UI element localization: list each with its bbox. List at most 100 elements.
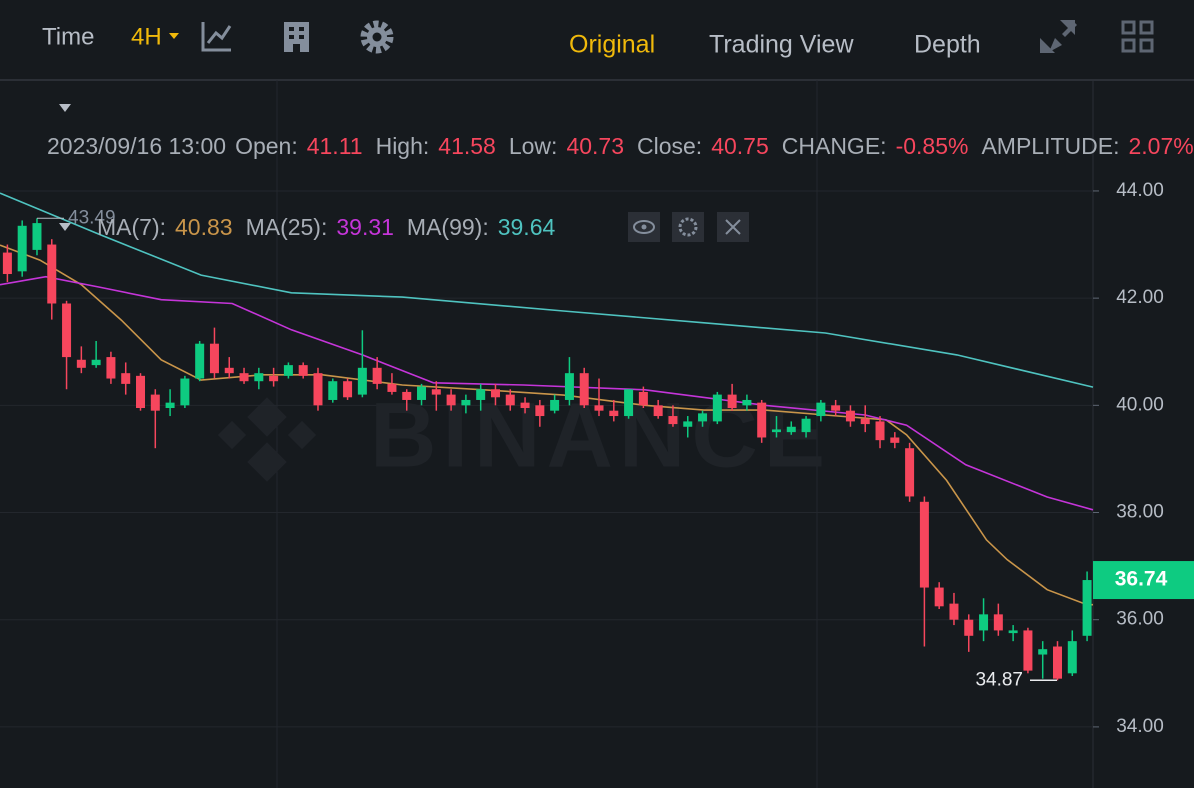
candle-body	[1038, 649, 1048, 655]
field-label: Open:	[235, 133, 298, 159]
high-marker-label: 43.49	[68, 207, 116, 228]
view-tab[interactable]: Trading View	[709, 31, 854, 59]
field-label: AMPLITUDE:	[981, 133, 1120, 159]
field-value: 2.07%	[1128, 133, 1194, 159]
candle-body	[372, 367, 382, 384]
candle-body	[91, 359, 101, 366]
ma-line	[0, 192, 1094, 388]
candle-body	[698, 413, 708, 422]
time-label[interactable]: Time	[42, 23, 94, 50]
candle-body	[668, 416, 678, 425]
candle-body	[801, 418, 811, 433]
candle-body	[771, 429, 781, 433]
field-label: CHANGE:	[781, 133, 887, 159]
settings-button[interactable]	[672, 212, 704, 242]
candle-body	[520, 402, 530, 409]
candle-body	[298, 365, 308, 376]
interval-caret[interactable]	[169, 33, 179, 39]
candle-body	[313, 373, 323, 406]
candle-body	[979, 614, 989, 631]
candle-body	[505, 394, 515, 406]
gear-icon	[678, 217, 698, 237]
candle-body	[106, 357, 116, 379]
view-tab[interactable]: Depth	[914, 31, 981, 59]
field-label: High:	[375, 133, 430, 159]
last-price-box	[1093, 561, 1194, 600]
indicator-icon[interactable]	[201, 22, 232, 52]
datetime: 2023/09/16 13:00	[47, 133, 227, 159]
field-value: 40.75	[711, 133, 769, 159]
candle-body	[786, 426, 796, 433]
candle-body	[638, 391, 648, 406]
grid-layout-icon[interactable]	[1121, 20, 1154, 53]
candle-body	[712, 394, 722, 422]
candle-body	[417, 386, 427, 400]
field-value: 41.11	[306, 133, 363, 159]
last-price-label: 36.74	[1115, 568, 1168, 591]
low-marker-label: 34.87	[975, 669, 1023, 690]
candle-body	[934, 587, 944, 607]
candle-body	[180, 378, 190, 406]
ma-value: 39.64	[497, 214, 556, 240]
field-value: 41.58	[438, 133, 496, 159]
candle-body	[254, 373, 264, 382]
candle-body	[757, 402, 767, 438]
ma-value: 40.83	[175, 214, 233, 240]
y-tick-label: 44.00	[1116, 180, 1164, 201]
candle-body	[121, 373, 131, 384]
collapse-caret[interactable]	[59, 104, 71, 112]
candle-body	[845, 410, 855, 422]
candle-body	[224, 367, 234, 374]
candle-body	[476, 389, 486, 400]
candle-body	[150, 394, 160, 411]
candle-body	[905, 448, 915, 497]
grid	[0, 190, 1093, 728]
candle-body	[564, 373, 574, 400]
candle-body	[17, 225, 27, 272]
ma-value: 39.31	[336, 214, 394, 240]
y-tick-label: 42.00	[1116, 287, 1164, 308]
candle-body	[136, 375, 146, 409]
candle-body	[683, 421, 693, 427]
candle-body	[165, 402, 175, 409]
candle-body	[283, 365, 293, 376]
candle-body	[402, 391, 412, 400]
watermark-logo	[217, 397, 317, 482]
candle-body	[328, 381, 338, 400]
candle-body	[579, 373, 589, 406]
candle-body	[47, 244, 57, 304]
candle-body	[431, 389, 441, 395]
interval[interactable]: 4H	[131, 23, 162, 50]
settings-icon[interactable]	[360, 20, 394, 54]
candle-body	[1023, 630, 1033, 671]
candle-body	[624, 389, 634, 417]
legend-caret[interactable]	[59, 223, 71, 231]
candle-body	[461, 399, 471, 406]
fullscreen-icon[interactable]	[1040, 20, 1077, 53]
candle-body	[195, 343, 205, 379]
candle-body	[816, 402, 826, 417]
ma-label: MA(25):	[245, 214, 328, 240]
candle-body	[964, 619, 974, 636]
view-tab-active[interactable]: Original	[569, 31, 655, 59]
candle-body	[1008, 630, 1018, 634]
field-label: Close:	[637, 133, 703, 159]
candle-body	[239, 373, 249, 382]
field-value: -0.85%	[895, 133, 969, 159]
field-label: Low:	[508, 133, 558, 159]
candle-body	[742, 399, 752, 406]
candle-body	[490, 389, 500, 398]
ohlc-info: 2023/09/16 13:00 Open: 41.11 High: 41.58 Low:…	[47, 126, 1194, 166]
candle-body	[62, 303, 72, 358]
candle-body	[860, 418, 870, 425]
candle-body	[446, 394, 456, 406]
ma-legend: MA(7): 40.83 MA(25): 39.31 MA(99): 39.64	[97, 207, 568, 247]
ma-label: MA(99):	[406, 214, 489, 240]
candle-body	[594, 405, 604, 411]
candle-body	[890, 437, 900, 443]
candle-body	[1067, 641, 1077, 674]
layout-icon[interactable]	[284, 22, 309, 52]
y-tick-label: 34.00	[1116, 716, 1164, 737]
candle-body	[76, 359, 86, 368]
